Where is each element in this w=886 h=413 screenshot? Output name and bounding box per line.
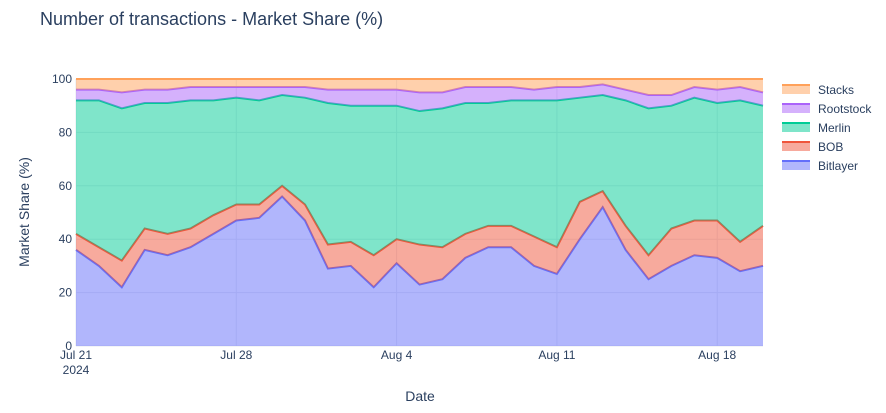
y-tick-label: 40 <box>59 232 73 246</box>
area-bob <box>76 185 763 288</box>
x-tick-sublabel: 2024 <box>63 363 90 377</box>
y-tick-label: 100 <box>52 72 72 86</box>
legend-item-bitlayer[interactable]: Bitlayer <box>782 159 858 173</box>
area-rootstock <box>76 84 763 112</box>
legend-swatch <box>782 161 810 170</box>
x-tick-label: Jul 21 <box>60 348 92 362</box>
x-tick-label: Jul 28 <box>220 348 252 362</box>
area-bitlayer <box>76 196 763 346</box>
x-tick-label: Aug 18 <box>698 348 736 362</box>
legend-label: Merlin <box>818 121 851 135</box>
y-tick-label: 0 <box>65 339 72 353</box>
legend-label: Stacks <box>818 83 854 97</box>
legend-label: Bitlayer <box>818 159 858 173</box>
legend-item-bob[interactable]: BOB <box>782 140 843 154</box>
y-tick-label: 80 <box>59 125 73 139</box>
legend-label: BOB <box>818 140 843 154</box>
y-axis: 0 20 40 60 80 100 <box>52 72 72 353</box>
legend-swatch <box>782 142 810 151</box>
legend-item-merlin[interactable]: Merlin <box>782 121 851 135</box>
y-axis-title: Market Share (%) <box>16 157 32 267</box>
legend-swatch <box>782 123 810 132</box>
chart-title: Number of transactions - Market Share (%… <box>40 9 383 29</box>
legend-item-stacks[interactable]: Stacks <box>782 83 854 97</box>
y-tick-label: 60 <box>59 179 73 193</box>
legend-swatch <box>782 85 810 94</box>
legend-item-rootstock[interactable]: Rootstock <box>782 102 872 116</box>
x-axis-title: Date <box>405 388 435 404</box>
plot-area <box>75 78 764 346</box>
legend-label: Rootstock <box>818 102 872 116</box>
x-tick-label: Aug 11 <box>538 348 575 362</box>
legend-swatch <box>782 104 810 113</box>
y-tick-label: 20 <box>59 286 73 300</box>
area-stacks <box>76 79 763 96</box>
legend[interactable]: Stacks Rootstock Merlin BOB Bitlayer <box>782 83 872 173</box>
area-merlin <box>76 95 763 261</box>
x-tick-label: Aug 4 <box>381 348 413 362</box>
